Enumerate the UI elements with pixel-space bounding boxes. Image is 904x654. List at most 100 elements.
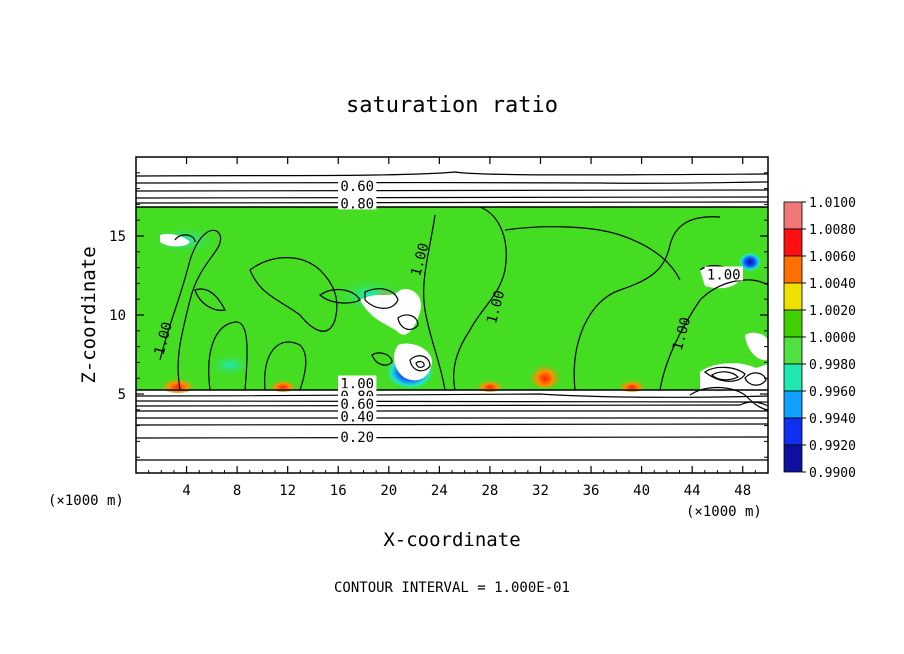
contour-line (409, 355, 431, 372)
colorbar-swatch (783, 363, 803, 392)
contour-line (194, 288, 226, 311)
contour-line (423, 214, 446, 391)
contour-label-bg (338, 396, 377, 411)
warm-spot (474, 376, 506, 392)
colorbar-swatch (783, 228, 803, 257)
colorbar-label: 0.9940 (809, 412, 856, 427)
colorbar-label: 0.9920 (809, 439, 856, 454)
contour-line (249, 257, 338, 332)
colorbar: 1.0100 1.0080 1.0060 1.0040 1.0020 1.0000 0.99… (783, 196, 856, 481)
contour-line (371, 352, 393, 366)
y-axis-label: Z-coordinate (78, 246, 100, 383)
contour-line (136, 393, 768, 398)
contour-line (364, 288, 399, 309)
warm-spot (158, 373, 198, 393)
subsaturated-patch (160, 233, 190, 247)
contour-label-bg (338, 408, 377, 423)
cold-spot (738, 252, 762, 272)
contour-label: 0.40 (338, 408, 377, 426)
x-unit-right: (×1000 m) (686, 504, 762, 520)
contour-line (208, 321, 248, 391)
subsaturated-patch (745, 332, 768, 361)
warm-spot (616, 376, 648, 392)
x-tick-label: 48 (734, 483, 751, 499)
contour-label-text: 0.60 (340, 179, 374, 195)
warm-spot (267, 376, 299, 392)
plot-area (136, 171, 768, 462)
contour-line (319, 288, 361, 304)
y-tick-label: 15 (109, 229, 126, 245)
y-axis: 5 10 15 (109, 172, 768, 458)
contour-line (397, 314, 419, 331)
contour-label: 0.60 (338, 178, 377, 195)
contour-line (453, 206, 507, 391)
contour-line (659, 279, 768, 391)
contour-label-bg (338, 429, 377, 444)
colorbar-label: 1.0060 (809, 250, 856, 265)
x-tick-label: 16 (330, 483, 347, 499)
contour-line (573, 216, 721, 391)
contour-label-text: 0.40 (340, 410, 374, 426)
colorbar-label: 1.0080 (809, 223, 856, 238)
x-tick-label: 32 (532, 483, 549, 499)
contour-line (504, 226, 681, 281)
colorbar-swatch (783, 444, 803, 473)
contour-label-bg (338, 195, 377, 210)
contour-line (744, 372, 767, 386)
y-tick-label: 5 (118, 387, 126, 403)
colorbar-label: 1.0020 (809, 304, 856, 319)
contour-label-bg (338, 375, 377, 390)
contour-line (136, 436, 768, 439)
contour-interval-footer: CONTOUR INTERVAL = 1.000E-01 (334, 580, 570, 596)
contour-line (136, 201, 768, 204)
contour-label-bg (704, 266, 743, 281)
contour-label: 1.00 (704, 266, 743, 284)
contour-line (711, 371, 740, 381)
subsaturated-patch (700, 363, 768, 390)
contour-line (174, 234, 196, 243)
colorbar-swatch (783, 417, 803, 446)
x-tick-label: 8 (233, 483, 241, 499)
contour-line (159, 229, 222, 391)
colorbar-swatch (783, 255, 803, 284)
contour-line (136, 400, 768, 403)
colorbar-swatch (783, 390, 803, 419)
contour-line (264, 341, 307, 391)
x-tick-label: 20 (380, 483, 397, 499)
contour-label-text: 0.20 (340, 430, 374, 446)
x-tick-label: 40 (633, 483, 650, 499)
x-tick-label: 12 (279, 483, 296, 499)
colorbar-label: 1.0100 (809, 196, 856, 211)
colorbar-swatch (783, 309, 803, 338)
x-axis: 4 8 12 16 20 24 28 32 36 40 44 48 (148, 157, 756, 499)
contour-line (415, 360, 425, 369)
contour-lines (136, 171, 768, 462)
x-tick-label: 4 (182, 483, 190, 499)
contour-line (136, 171, 768, 177)
y-tick-label: 10 (109, 308, 126, 324)
x-tick-label: 44 (684, 483, 701, 499)
contour-label: 0.80 (338, 195, 377, 212)
chart-title: saturation ratio (346, 93, 558, 118)
x-tick-label: 36 (583, 483, 600, 499)
colorbar-label: 0.9980 (809, 358, 856, 373)
contour-line (136, 181, 768, 184)
colorbar-label: 1.0040 (809, 277, 856, 292)
contour-label-text: 0.80 (340, 196, 374, 212)
x-tick-label: 28 (481, 483, 498, 499)
warm-spot (527, 356, 563, 388)
colorbar-label: 1.0000 (809, 331, 856, 346)
colorbar-swatch (783, 282, 803, 311)
x-unit-left: (×1000 m) (48, 493, 124, 509)
contour-line (136, 189, 768, 192)
x-axis-label: X-coordinate (383, 529, 520, 551)
contour-label-bg (338, 178, 377, 193)
contour-line (136, 196, 768, 199)
subsaturated-patch (360, 289, 422, 335)
colorbar-label: 0.9900 (809, 466, 856, 481)
colorbar-swatch (783, 336, 803, 365)
contour-line (689, 386, 768, 411)
contour-label-text: 1.00 (707, 268, 741, 284)
x-tick-label: 24 (431, 483, 448, 499)
